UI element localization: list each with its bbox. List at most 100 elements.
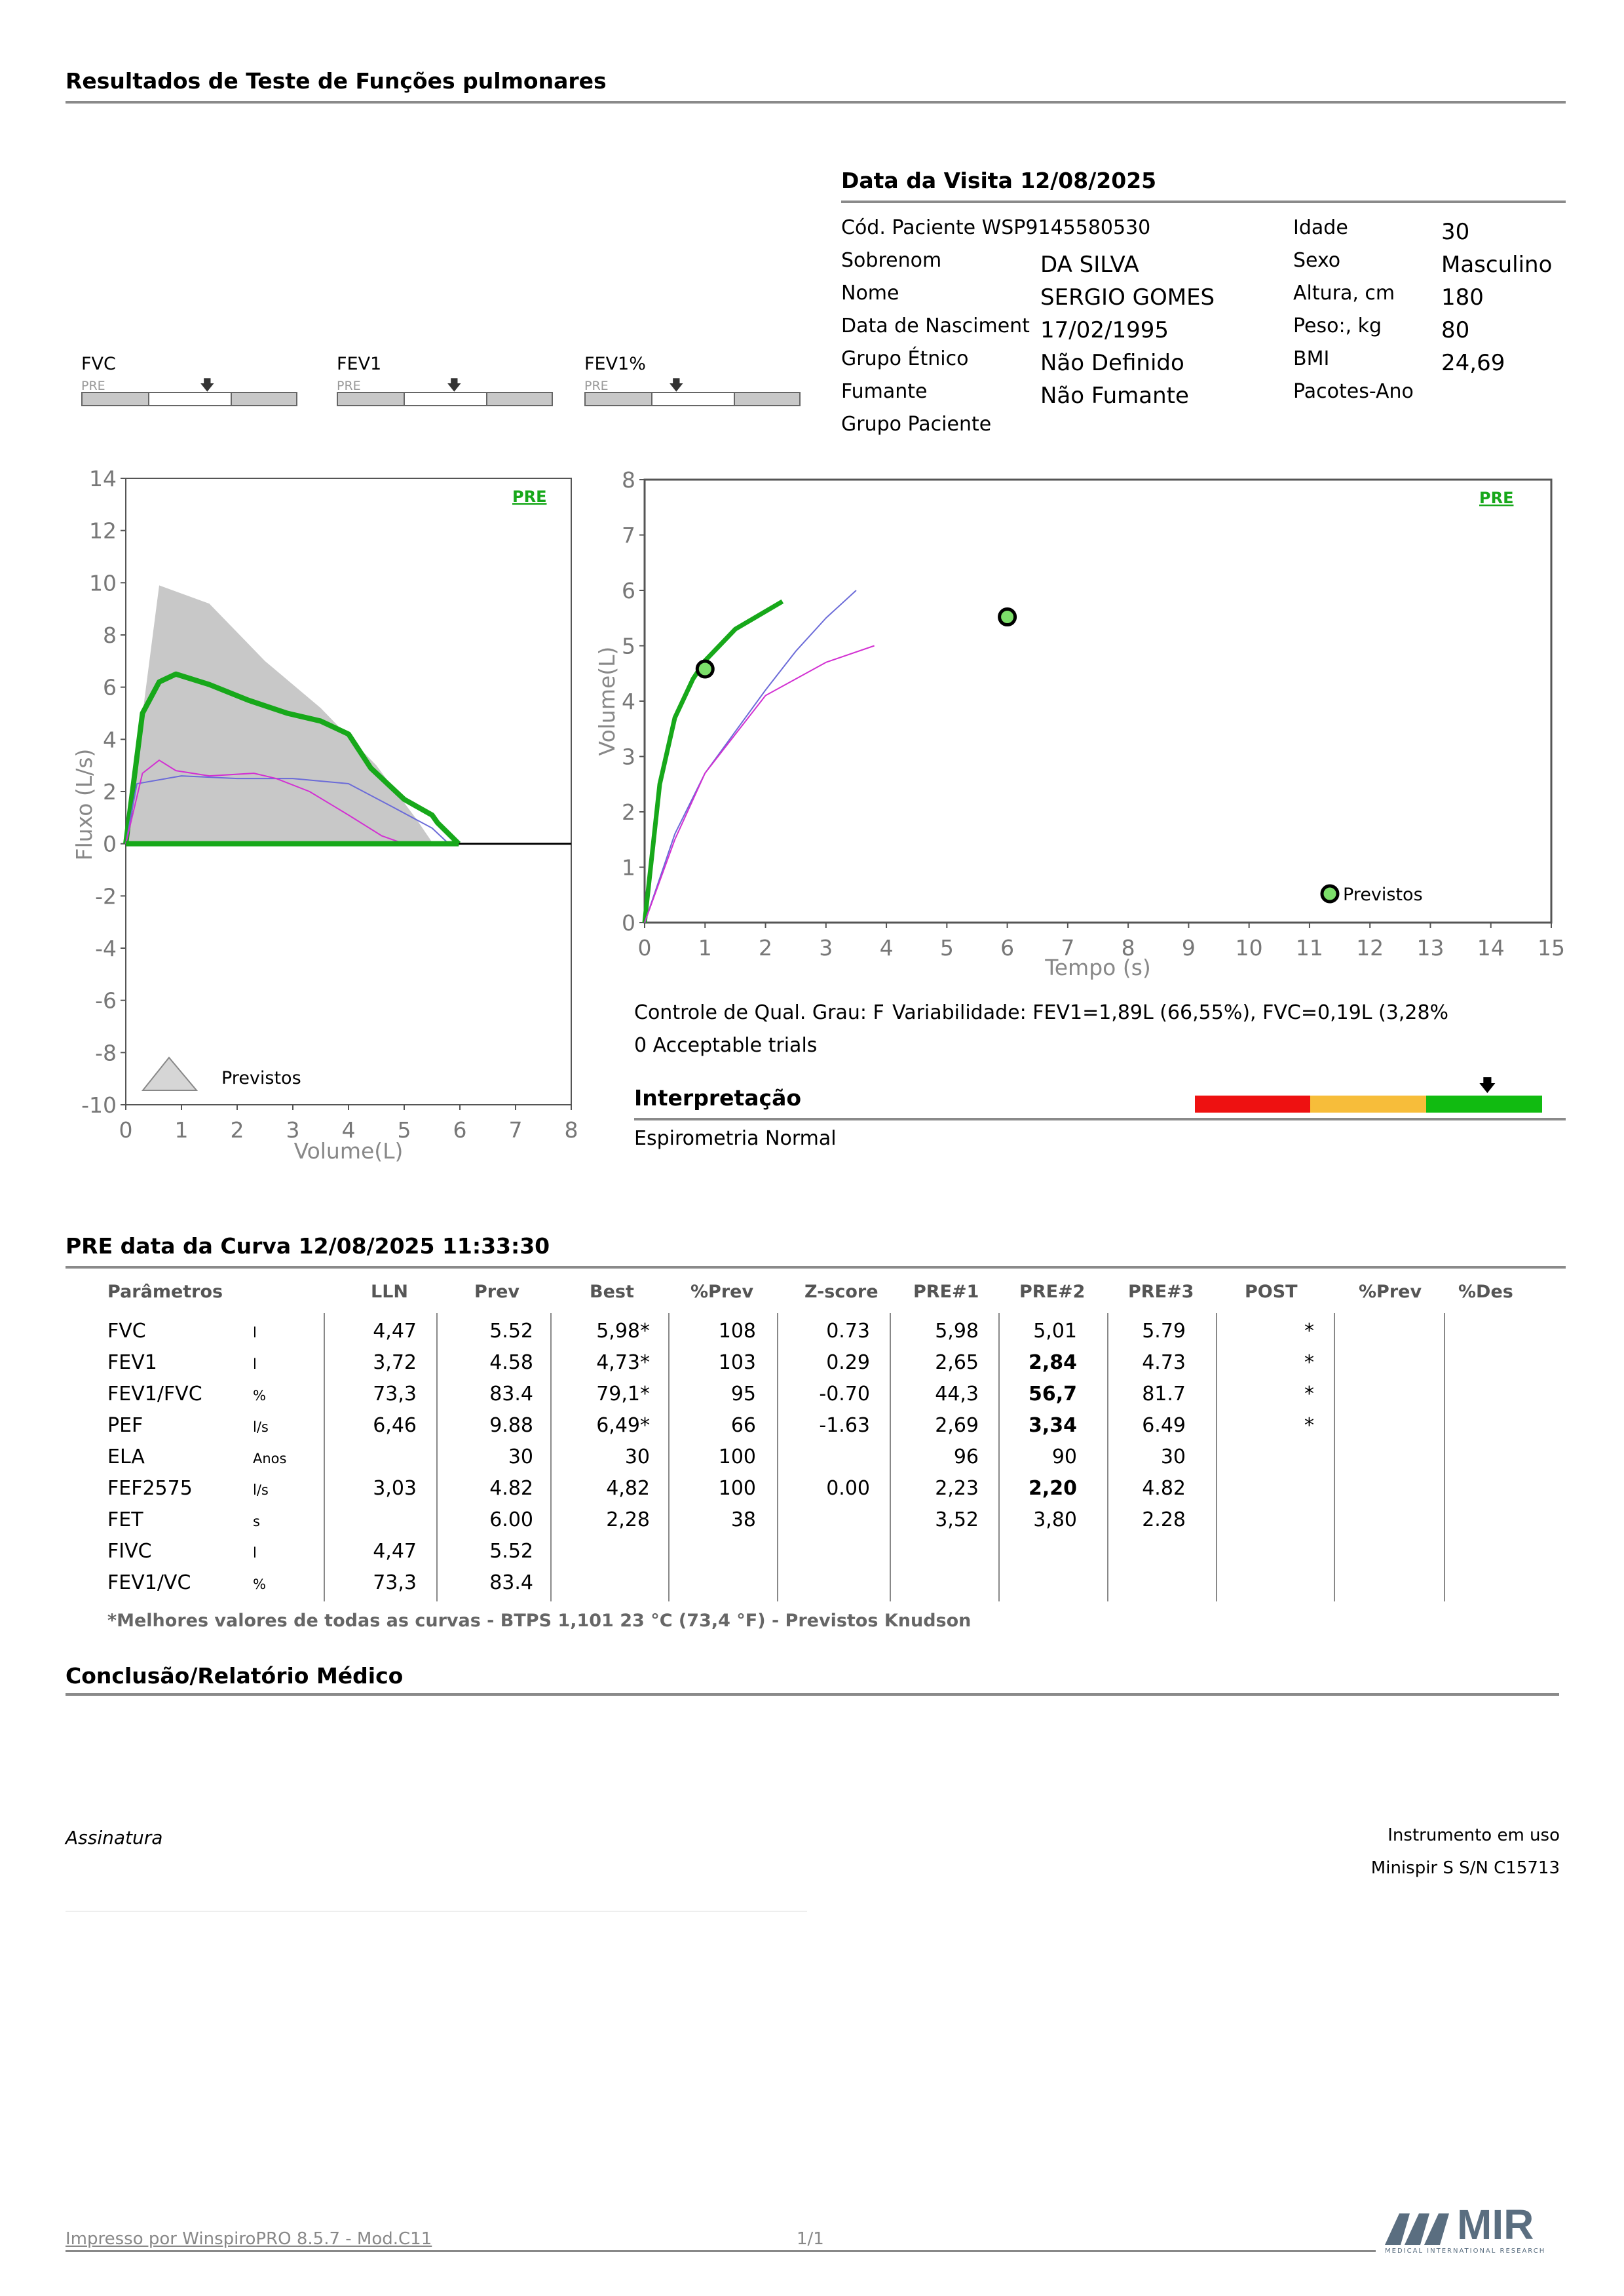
curve-prev: 6.00 xyxy=(489,1508,533,1531)
instrument-label: Instrumento em uso xyxy=(1388,1826,1560,1845)
indicator-normal-zone xyxy=(148,393,232,405)
visit-field-label: Fumante xyxy=(841,380,928,403)
curve-column-header: Best xyxy=(590,1282,634,1302)
curve-best: 6,49* xyxy=(596,1414,650,1437)
visit-field-value: Não Definido xyxy=(1040,350,1184,376)
flow-trial-line xyxy=(125,759,405,845)
quality-variability: Variabilidade: FEV1=1,89L (66,55%), FVC=… xyxy=(892,1001,1449,1024)
time-x-tick-label: 3 xyxy=(819,935,833,961)
indicator-label: FEV1 xyxy=(337,354,382,374)
time-x-tick-label: 6 xyxy=(1000,935,1014,961)
flow-y-tick-label: 6 xyxy=(103,675,117,700)
curve-lln: 73,3 xyxy=(373,1571,417,1594)
curve-pre3: 30 xyxy=(1160,1445,1186,1468)
curve-zscore: 0.73 xyxy=(826,1320,870,1343)
curve-pre3: 6.49 xyxy=(1142,1414,1186,1437)
curve-post: * xyxy=(1304,1351,1314,1374)
curve-param-name: FEV1/VC xyxy=(107,1571,191,1594)
curve-pre3: 81.7 xyxy=(1142,1383,1186,1406)
curve-prev: 4.82 xyxy=(489,1477,533,1500)
visit-field-label: Altura, cm xyxy=(1293,282,1395,305)
curve-column-divider xyxy=(1107,1313,1108,1601)
curve-column-divider xyxy=(1444,1313,1445,1601)
curve-column-header: LLN xyxy=(371,1282,409,1302)
curve-lln: 73,3 xyxy=(373,1383,417,1406)
visit-field-label: Grupo Étnico xyxy=(841,347,969,370)
curve-zscore: -0.70 xyxy=(819,1383,870,1406)
time-x-tick-label: 0 xyxy=(638,935,652,961)
indicator-bar xyxy=(81,392,297,406)
curve-best: 4,82 xyxy=(606,1477,650,1500)
time-predicted-marker xyxy=(998,607,1017,627)
visit-divider xyxy=(841,201,1566,203)
curve-prev: 30 xyxy=(508,1445,533,1468)
curve-best: 2,28 xyxy=(606,1508,650,1531)
signature-line xyxy=(66,1911,807,1912)
visit-field-value: 30 xyxy=(1441,219,1470,245)
signature-label: Assinatura xyxy=(66,1827,163,1848)
curve-pre1: 44,3 xyxy=(935,1383,979,1406)
curve-zscore: 0.29 xyxy=(826,1351,870,1374)
footer-line xyxy=(66,2250,1376,2252)
flow-x-tick-label: 7 xyxy=(509,1117,523,1143)
curve-column-divider xyxy=(998,1313,1000,1601)
curve-best: 79,1* xyxy=(596,1383,650,1406)
visit-field-label: Pacotes-Ano xyxy=(1293,380,1414,403)
curve-pre2: 56,7 xyxy=(1028,1383,1077,1406)
time-y-tick-label: 2 xyxy=(622,799,635,825)
time-trial-line xyxy=(642,599,784,923)
curve-param-unit: l xyxy=(253,1325,257,1341)
visit-field-value: 24,69 xyxy=(1441,350,1505,376)
time-y-tick-label: 5 xyxy=(622,634,635,659)
curve-divider xyxy=(66,1266,1566,1269)
flow-legend-label: Previstos xyxy=(221,1068,301,1088)
flow-trial-line xyxy=(123,671,461,846)
indicator-normal-zone xyxy=(404,393,487,405)
flow-x-tick-label: 8 xyxy=(565,1117,578,1143)
curve-lln: 4,47 xyxy=(373,1540,417,1563)
time-trial-line xyxy=(644,645,875,923)
time-predicted-marker xyxy=(695,659,715,679)
curve-footnote: *Melhores valores de todas as curvas - B… xyxy=(107,1611,972,1631)
flow-pre-label: PRE xyxy=(512,488,546,506)
flow-y-tick-label: 14 xyxy=(89,466,117,491)
curve-post: * xyxy=(1304,1414,1314,1437)
time-y-tick-label: 6 xyxy=(622,578,635,603)
interpretation-text: Espirometria Normal xyxy=(634,1127,837,1150)
time-y-tick-label: 3 xyxy=(622,744,635,770)
visit-field-label: Sexo xyxy=(1293,249,1341,272)
flow-x-tick-label: 1 xyxy=(175,1117,189,1143)
flow-y-tick-label: 2 xyxy=(103,779,117,805)
curve-param-unit: % xyxy=(253,1388,266,1404)
flow-trial-line xyxy=(125,775,449,845)
curve-param-name: FEV1/FVC xyxy=(107,1383,202,1406)
curve-percent-prev: 108 xyxy=(718,1320,756,1343)
curve-param-unit: l xyxy=(253,1545,257,1561)
interpretation-divider xyxy=(634,1118,1566,1120)
curve-pre1: 3,52 xyxy=(935,1508,979,1531)
time-x-axis-label: Tempo (s) xyxy=(1044,955,1151,980)
visit-field-label: BMI xyxy=(1293,347,1330,370)
curve-param-name: FEF2575 xyxy=(107,1477,193,1500)
curve-param-unit: % xyxy=(253,1577,266,1592)
curve-zscore: -1.63 xyxy=(819,1414,870,1437)
indicator-label: FVC xyxy=(81,354,116,374)
time-x-tick-label: 5 xyxy=(940,935,954,961)
curve-column-divider xyxy=(1334,1313,1335,1601)
curve-column-header: %Prev xyxy=(690,1282,754,1302)
curve-pre1: 2,23 xyxy=(935,1477,979,1500)
curve-pre2: 90 xyxy=(1051,1445,1077,1468)
curve-param-unit: s xyxy=(253,1514,260,1529)
visit-title: Data da Visita 12/08/2025 xyxy=(841,168,1157,193)
flow-y-tick-label: 12 xyxy=(89,518,117,544)
curve-pre3: 2.28 xyxy=(1142,1508,1186,1531)
curve-column-divider xyxy=(436,1313,438,1601)
curve-param-unit: l xyxy=(253,1356,257,1372)
visit-field-label: Sobrenom xyxy=(841,249,942,272)
curve-pre1: 96 xyxy=(953,1445,979,1468)
flow-y-tick-label: -4 xyxy=(95,936,117,961)
curve-percent-prev: 100 xyxy=(718,1477,756,1500)
curve-zscore: 0.00 xyxy=(826,1477,870,1500)
